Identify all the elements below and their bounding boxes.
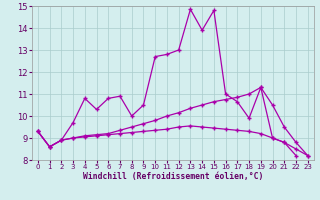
X-axis label: Windchill (Refroidissement éolien,°C): Windchill (Refroidissement éolien,°C) bbox=[83, 172, 263, 181]
